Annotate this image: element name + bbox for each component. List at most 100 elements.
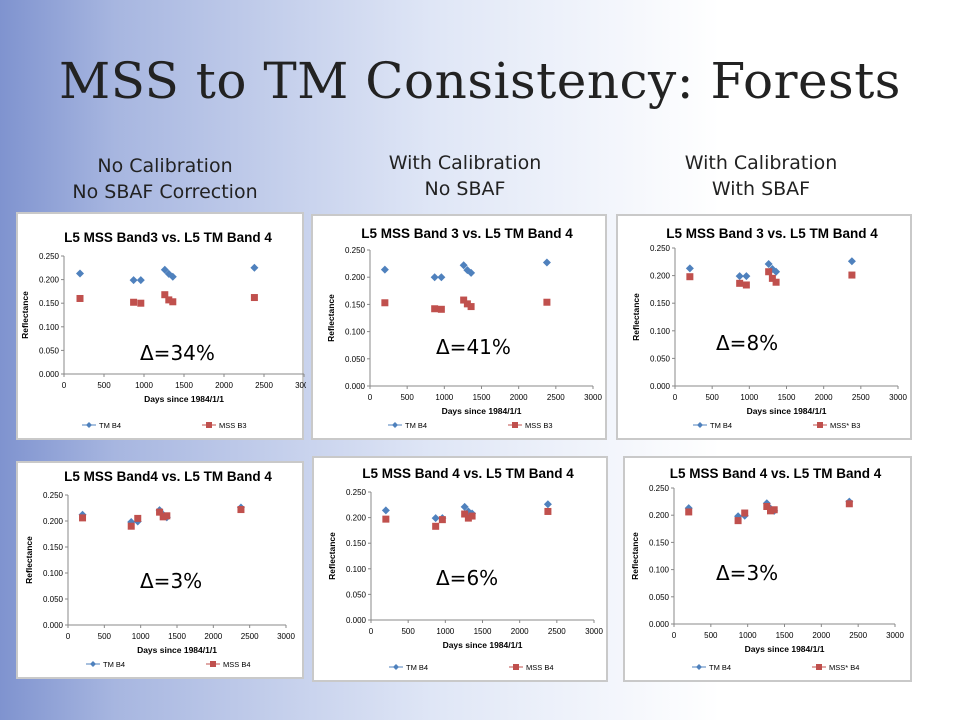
mss-point xyxy=(381,299,389,307)
y-tick-label: 0.150 xyxy=(39,299,60,308)
x-axis-label: Days since 1984/1/1 xyxy=(745,644,825,654)
x-tick-label: 3000 xyxy=(584,393,602,402)
y-tick-label: 0.000 xyxy=(649,620,670,629)
x-tick-label: 500 xyxy=(705,393,719,402)
chart-title: L5 MSS Band 4 vs. L5 TM Band 4 xyxy=(670,466,882,481)
mss-point xyxy=(163,512,171,520)
x-tick-label: 2500 xyxy=(849,631,867,640)
legend-label: TM B4 xyxy=(406,663,428,672)
mss-point xyxy=(768,274,776,282)
tm-point xyxy=(380,265,389,274)
x-tick-label: 2500 xyxy=(548,627,566,636)
delta-label: Δ=6% xyxy=(436,566,499,590)
y-tick-label: 0.050 xyxy=(346,590,367,599)
y-tick-label: 0.000 xyxy=(43,621,64,630)
y-tick-label: 0.200 xyxy=(346,514,367,523)
y-tick-label: 0.100 xyxy=(649,566,670,575)
mss-point xyxy=(237,506,245,514)
tm-point xyxy=(430,273,439,282)
x-tick-label: 3000 xyxy=(277,632,295,641)
mss-point xyxy=(165,296,173,304)
tm-point xyxy=(685,264,694,273)
tm-point xyxy=(250,263,259,272)
mss-point xyxy=(467,303,475,311)
tm-point xyxy=(467,268,476,277)
legend-marker xyxy=(392,422,398,428)
tm-point xyxy=(437,273,446,282)
mss-point xyxy=(161,291,169,299)
x-tick-label: 0 xyxy=(368,393,373,402)
mss-point xyxy=(742,281,750,289)
x-tick-label: 0 xyxy=(672,631,677,640)
mss-point xyxy=(127,522,135,530)
x-tick-label: 3000 xyxy=(886,631,904,640)
chart-panel: L5 MSS Band 4 vs. L5 TM Band 4 0.000 0.050… xyxy=(623,456,912,682)
mss-point xyxy=(767,507,775,515)
chart-panel: L5 MSS Band 4 vs. L5 TM Band 4 0.000 0.050… xyxy=(312,456,608,682)
x-tick-label: 2000 xyxy=(511,627,529,636)
y-tick-label: 0.050 xyxy=(39,346,60,355)
delta-label: Δ=3% xyxy=(140,569,203,593)
mss-point xyxy=(464,514,472,522)
tm-point xyxy=(772,267,781,276)
legend-marker xyxy=(513,664,519,670)
y-axis-label: Reflectance xyxy=(327,532,337,580)
chart-title: L5 MSS Band4 vs. L5 TM Band 4 xyxy=(64,469,272,484)
x-tick-label: 3000 xyxy=(585,627,603,636)
tm-point xyxy=(764,260,773,269)
mss-point xyxy=(848,271,856,279)
x-tick-label: 2500 xyxy=(255,381,273,390)
legend-label: MSS B4 xyxy=(223,660,251,669)
column-label-line1: With Calibration xyxy=(388,152,542,174)
mss-point xyxy=(686,273,694,281)
legend-label: MSS B4 xyxy=(526,663,554,672)
y-tick-label: 0.100 xyxy=(43,569,64,578)
y-axis-label: Reflectance xyxy=(631,293,641,341)
y-tick-label: 0.150 xyxy=(345,300,366,309)
x-tick-label: 0 xyxy=(673,393,678,402)
mss-point xyxy=(437,305,445,313)
tm-point xyxy=(164,269,173,278)
mss-point xyxy=(159,513,167,521)
y-tick-label: 0.150 xyxy=(346,539,367,548)
y-tick-label: 0.050 xyxy=(345,355,366,364)
y-axis-label: Reflectance xyxy=(20,291,30,339)
x-tick-label: 1500 xyxy=(168,632,186,641)
legend-label: MSS B3 xyxy=(525,421,553,430)
y-tick-label: 0.250 xyxy=(649,484,670,493)
mss-point xyxy=(736,279,744,287)
x-tick-label: 0 xyxy=(66,632,71,641)
y-axis-label: Reflectance xyxy=(326,294,336,342)
column-label-calibration-no-sbaf: With Calibration No SBAF xyxy=(340,150,590,202)
mss-point xyxy=(544,507,552,515)
x-tick-label: 2000 xyxy=(510,393,528,402)
x-tick-label: 0 xyxy=(369,627,374,636)
column-label-calibration-sbaf: With Calibration With SBAF xyxy=(636,150,886,202)
mss-point xyxy=(468,512,476,520)
mss-point xyxy=(770,506,778,514)
chart-title: L5 MSS Band 3 vs. L5 TM Band 4 xyxy=(361,226,573,241)
y-tick-label: 0.250 xyxy=(346,488,367,497)
x-tick-label: 2500 xyxy=(547,393,565,402)
x-tick-label: 1500 xyxy=(473,393,491,402)
x-tick-label: 3000 xyxy=(889,393,907,402)
scatter-chart: L5 MSS Band 3 vs. L5 TM Band 4 0.000 0.050… xyxy=(631,226,907,430)
x-tick-label: 2000 xyxy=(215,381,233,390)
mss-point xyxy=(461,510,469,518)
delta-label: Δ=34% xyxy=(140,341,215,365)
x-tick-label: 500 xyxy=(704,631,718,640)
x-tick-label: 2000 xyxy=(812,631,830,640)
column-label-no-calibration: No Calibration No SBAF Correction xyxy=(40,153,290,205)
y-tick-label: 0.100 xyxy=(345,328,366,337)
x-tick-label: 500 xyxy=(98,632,112,641)
mss-point xyxy=(382,515,390,523)
mss-point xyxy=(137,299,145,307)
tm-point xyxy=(742,272,751,281)
legend-label: TM B4 xyxy=(103,660,125,669)
y-tick-label: 0.250 xyxy=(39,252,60,261)
mss-point xyxy=(130,298,138,306)
chart-panel: L5 MSS Band3 vs. L5 TM Band 4 0.000 0.050 0… xyxy=(16,212,306,440)
x-axis-label: Days since 1984/1/1 xyxy=(144,394,224,404)
x-tick-label: 1500 xyxy=(778,393,796,402)
chart-panel: L5 MSS Band 3 vs. L5 TM Band 4 0.000 0.050… xyxy=(311,214,607,440)
